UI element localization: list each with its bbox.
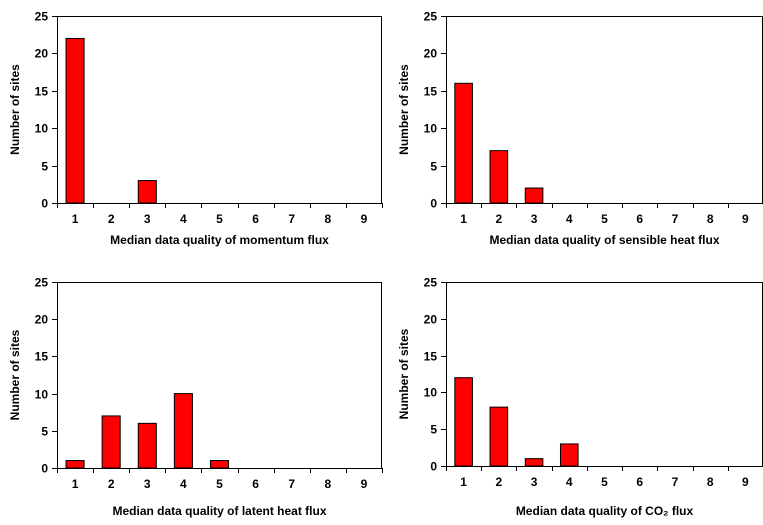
- bar-3: [137, 180, 157, 204]
- y-tick-label: 15: [424, 85, 438, 99]
- x-tick-label: 2: [108, 477, 115, 491]
- y-tick-label: 20: [35, 47, 49, 61]
- x-tick-label: 5: [216, 212, 223, 226]
- x-tick-label: 3: [531, 212, 538, 226]
- x-tick-label: 5: [601, 475, 608, 489]
- y-tick-label: 10: [35, 122, 49, 136]
- x-tick-label: 7: [672, 475, 679, 489]
- x-tick-label: 7: [288, 212, 295, 226]
- y-tick-label: 5: [41, 425, 48, 439]
- bar-2: [101, 415, 121, 469]
- y-tick-label: 0: [430, 460, 437, 474]
- x-tick-label: 4: [180, 477, 187, 491]
- x-tick-label: 2: [495, 212, 502, 226]
- x-tick-label: 6: [252, 212, 259, 226]
- x-tick-label: 4: [566, 475, 573, 489]
- x-tick-label: 8: [707, 475, 714, 489]
- x-tick-label: 5: [601, 212, 608, 226]
- y-axis-label: Number of sites: [397, 64, 411, 155]
- bar-1: [454, 82, 473, 204]
- x-tick-label: 2: [495, 475, 502, 489]
- y-tick-label: 10: [35, 388, 49, 402]
- bar-3: [137, 422, 157, 469]
- chart-panel-3: 0 5 10 15 20 25 1 2 3 4 5 6 7 8 9 Median data quality o…: [8, 276, 383, 518]
- x-tick-label: 1: [72, 477, 79, 491]
- chart-panel-4: 0 5 10 15 20 25 1 2 3 4 5 6 7 8 9 Median data quality o…: [397, 276, 763, 518]
- bar-4: [173, 393, 193, 469]
- x-axis-label: Median data quality of latent heat flux: [112, 504, 326, 518]
- chart-panel-2: 0 5 10 15 20 25 1 2 3 4 5 6 7 8 9 Median data quality o…: [397, 10, 763, 247]
- x-axis-label: Median data quality of CO₂ flux: [516, 504, 694, 518]
- y-tick-label: 5: [430, 423, 437, 437]
- x-tick-label: 8: [324, 477, 331, 491]
- y-axis-label: Number of sites: [397, 328, 411, 419]
- x-tick-label: 3: [531, 475, 538, 489]
- x-tick-label: 6: [252, 477, 259, 491]
- y-axis-label: Number of sites: [8, 64, 22, 155]
- y-tick-label: 15: [424, 350, 438, 364]
- y-tick-label: 20: [424, 313, 438, 327]
- x-tick-label: 7: [288, 477, 295, 491]
- y-tick-label: 10: [424, 122, 438, 136]
- x-tick-label: 9: [361, 477, 368, 491]
- x-axis-label: Median data quality of sensible heat flu…: [489, 233, 719, 247]
- bar-2: [489, 406, 509, 467]
- x-tick-label: 6: [636, 212, 643, 226]
- bar-3: [524, 187, 544, 204]
- bar-4: [559, 443, 579, 467]
- x-tick-label: 1: [460, 212, 467, 226]
- x-tick-label: 1: [72, 212, 79, 226]
- bar-1: [65, 37, 85, 204]
- x-tick-label: 4: [566, 212, 573, 226]
- y-tick-label: 5: [41, 160, 48, 174]
- bar-3: [524, 458, 544, 467]
- x-tick-label: 5: [216, 477, 223, 491]
- x-tick-label: 9: [361, 212, 368, 226]
- x-tick-label: 1: [460, 475, 467, 489]
- x-axis-label: Median data quality of momentum flux: [110, 233, 329, 247]
- y-tick-label: 20: [35, 313, 49, 327]
- bar-2: [489, 150, 509, 204]
- y-tick-label: 0: [430, 197, 437, 211]
- x-tick-label: 8: [324, 212, 331, 226]
- y-tick-label: 10: [424, 386, 438, 400]
- y-tick-label: 20: [424, 47, 438, 61]
- bar-1: [454, 377, 473, 467]
- x-tick-label: 2: [108, 212, 115, 226]
- y-tick-label: 25: [35, 10, 49, 24]
- y-tick-label: 5: [430, 160, 437, 174]
- x-tick-label: 6: [636, 475, 643, 489]
- x-tick-label: 4: [180, 212, 187, 226]
- bar-1: [65, 460, 85, 469]
- x-tick-label: 8: [707, 212, 714, 226]
- x-tick-label: 3: [144, 477, 151, 491]
- y-tick-label: 0: [41, 197, 48, 211]
- chart-panel-1: 0 5 10 15 20 25 1 2 3 4 5 6 7 8 9 Median data quality o…: [8, 10, 383, 247]
- x-tick-label: 9: [742, 212, 749, 226]
- plot-frame: [57, 282, 382, 469]
- x-tick-label: 7: [672, 212, 679, 226]
- plot-frame: [57, 16, 382, 204]
- y-tick-label: 15: [35, 85, 49, 99]
- y-tick-label: 15: [35, 350, 49, 364]
- bar-5: [209, 460, 230, 469]
- y-axis-label: Number of sites: [8, 329, 22, 420]
- x-tick-label: 9: [742, 475, 749, 489]
- y-tick-label: 25: [424, 276, 438, 290]
- y-tick-label: 0: [41, 462, 48, 476]
- y-tick-label: 25: [424, 10, 438, 24]
- y-tick-label: 25: [35, 276, 49, 290]
- x-tick-label: 3: [144, 212, 151, 226]
